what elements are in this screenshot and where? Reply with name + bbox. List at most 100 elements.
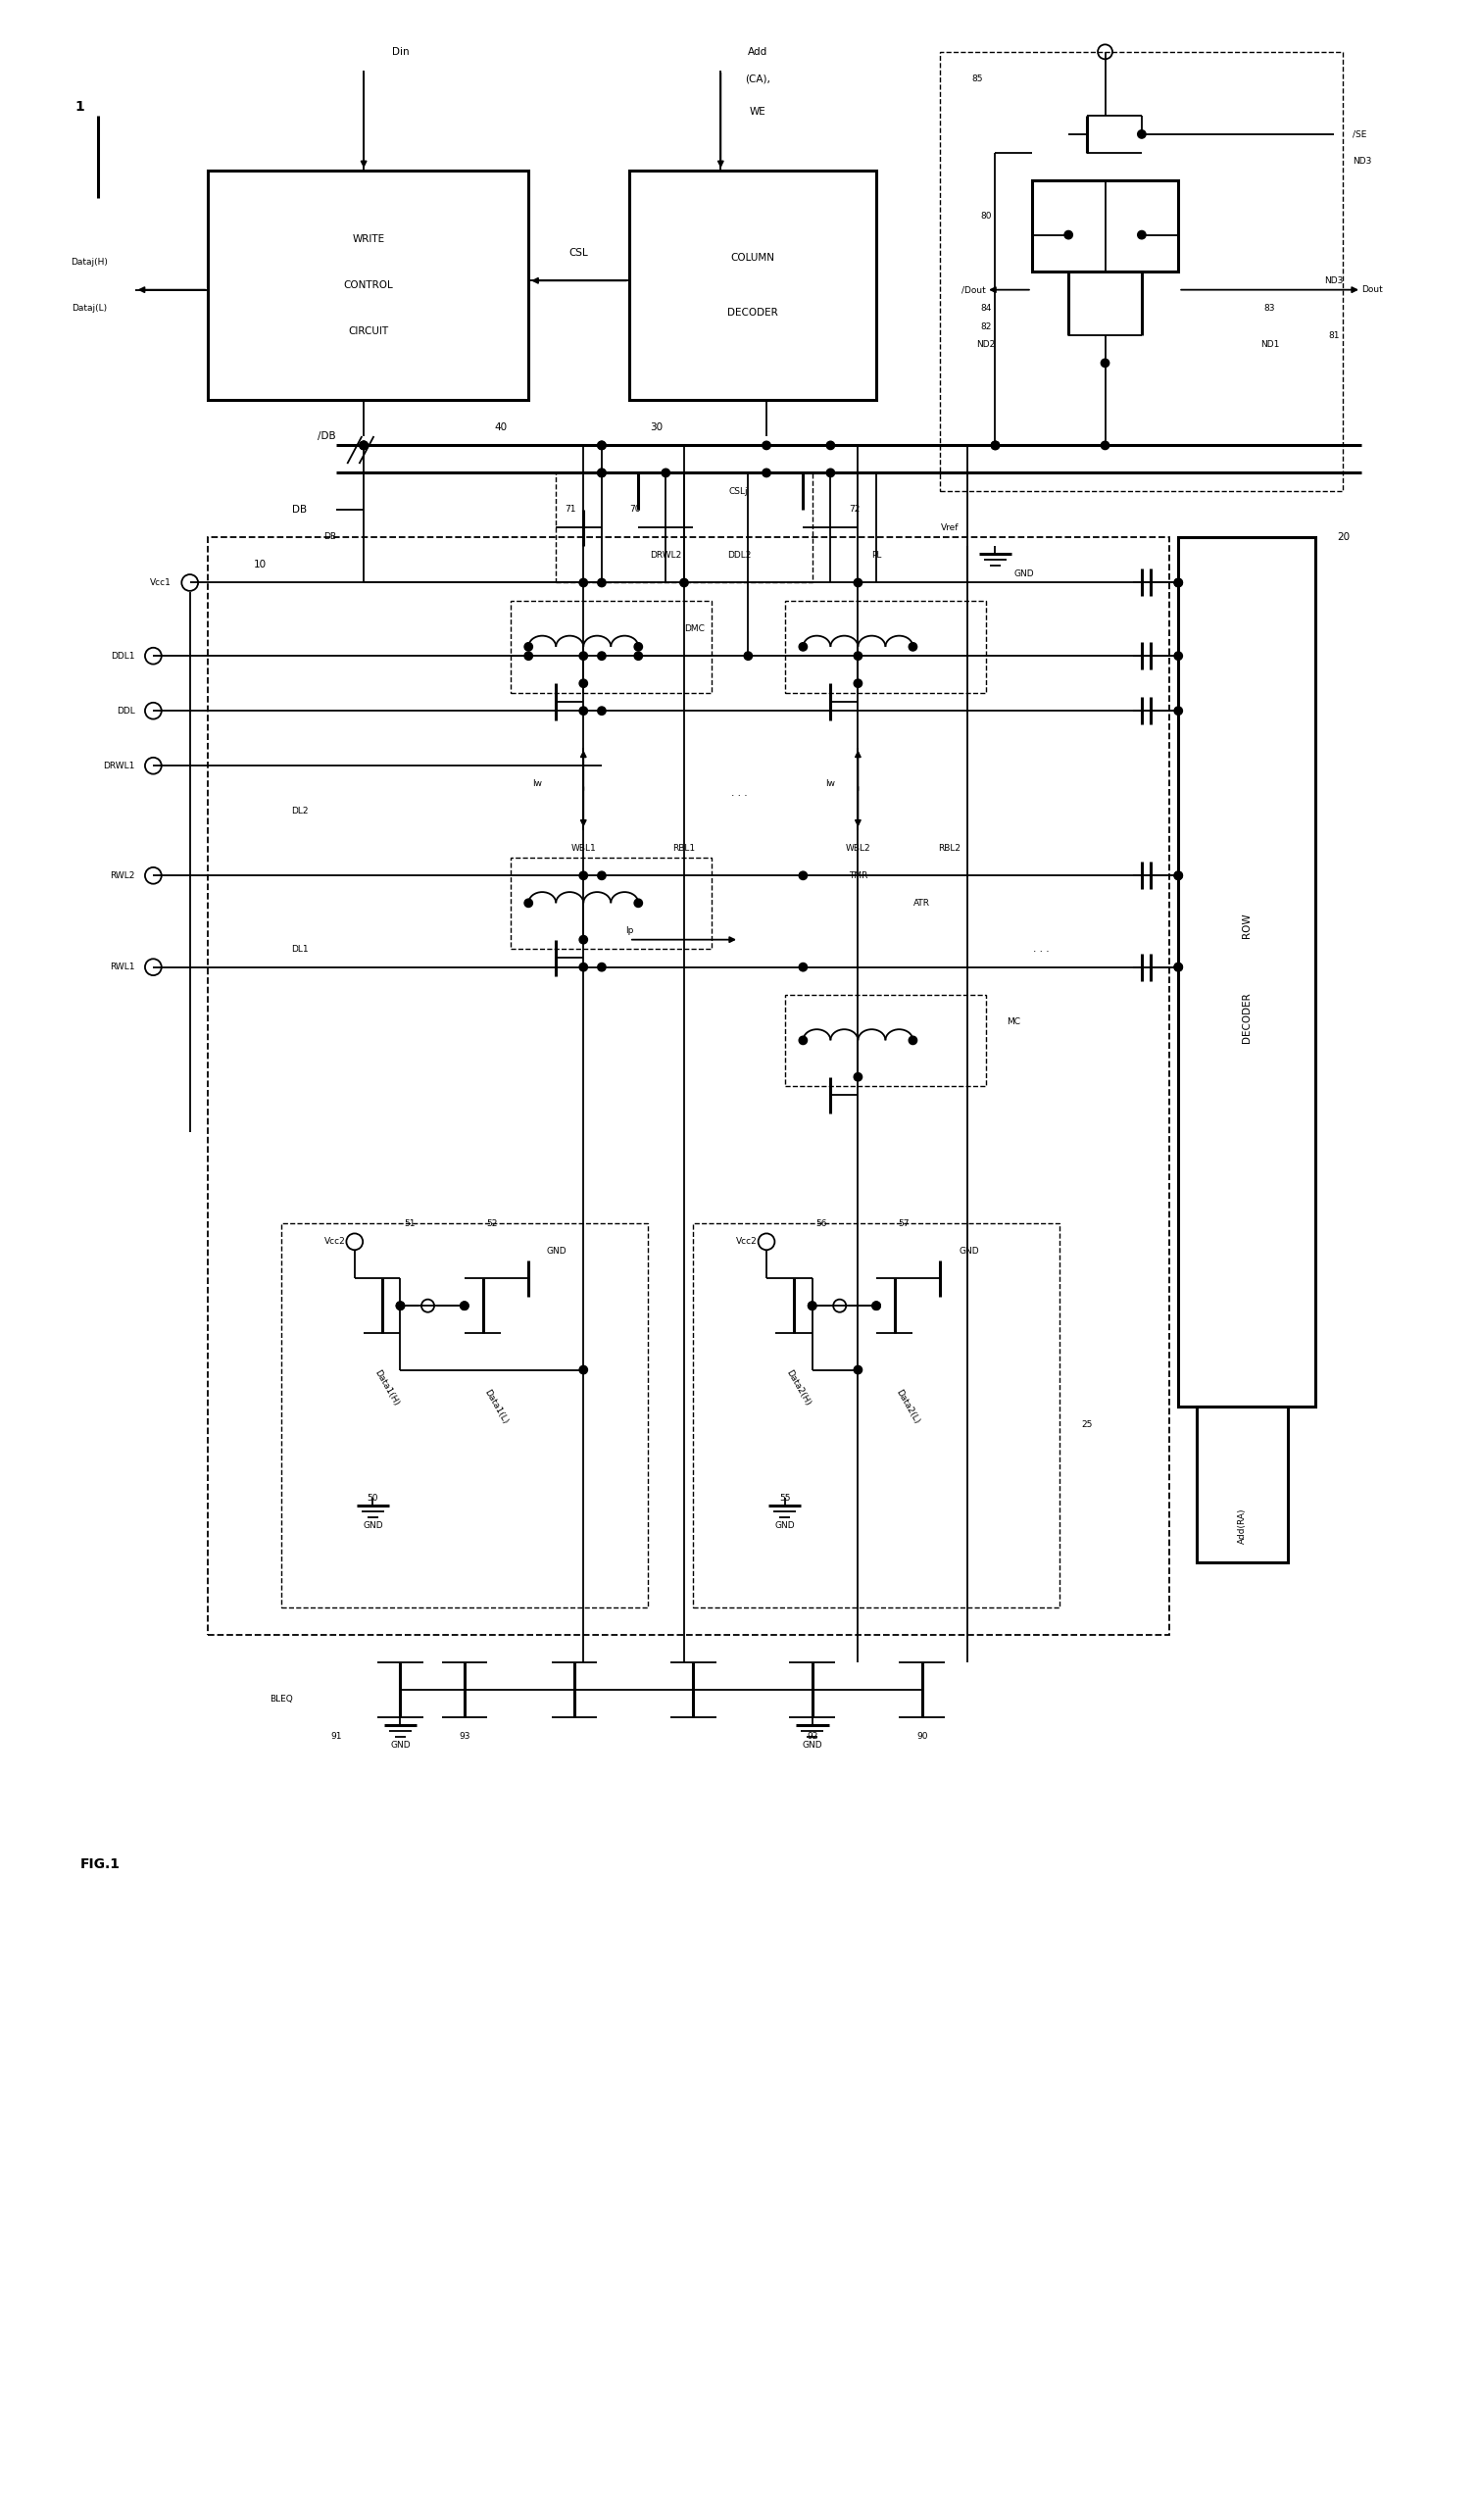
Text: 30: 30: [650, 423, 664, 431]
Text: CONTROL: CONTROL: [343, 280, 393, 290]
Text: Add(RA): Add(RA): [1239, 1507, 1247, 1542]
Text: 91: 91: [331, 1731, 341, 1741]
Text: DRWL1: DRWL1: [103, 761, 134, 771]
Text: GND: GND: [1014, 570, 1033, 577]
Text: (CA),: (CA),: [745, 76, 770, 83]
Circle shape: [909, 1036, 916, 1043]
Text: MC: MC: [1007, 1018, 1020, 1026]
Text: Dataj(H): Dataj(H): [71, 257, 108, 267]
Text: ND2: ND2: [977, 340, 996, 350]
Text: Vcc1: Vcc1: [151, 577, 171, 587]
Text: RBL1: RBL1: [672, 844, 696, 852]
Text: RWL2: RWL2: [109, 872, 134, 879]
Circle shape: [634, 653, 643, 660]
Circle shape: [579, 580, 588, 587]
Text: 51: 51: [403, 1220, 415, 1227]
Circle shape: [854, 680, 862, 688]
Bar: [208, 171, 529, 401]
Circle shape: [800, 963, 807, 970]
Circle shape: [597, 441, 606, 449]
Text: ND3: ND3: [1352, 156, 1372, 166]
Text: ROW: ROW: [1242, 912, 1252, 937]
Circle shape: [1101, 358, 1108, 368]
Circle shape: [763, 441, 770, 449]
Text: DL1: DL1: [291, 945, 309, 953]
Circle shape: [597, 963, 606, 970]
Text: COLUMN: COLUMN: [730, 252, 774, 262]
Text: DDL: DDL: [117, 706, 134, 716]
Text: 84: 84: [980, 305, 992, 312]
Text: 50: 50: [367, 1494, 378, 1502]
Text: 40: 40: [495, 423, 507, 431]
Bar: [693, 1222, 1060, 1608]
Circle shape: [854, 1366, 862, 1373]
Text: Vref: Vref: [940, 524, 959, 532]
Text: CIRCUIT: CIRCUIT: [349, 325, 389, 335]
Text: WBL1: WBL1: [571, 844, 596, 852]
Text: DECODER: DECODER: [1242, 993, 1252, 1043]
Text: 92: 92: [807, 1731, 817, 1741]
Text: Iw: Iw: [532, 779, 542, 789]
Text: /DB: /DB: [318, 431, 337, 441]
Bar: [785, 995, 986, 1086]
Circle shape: [1101, 441, 1108, 449]
Circle shape: [1138, 232, 1145, 239]
Circle shape: [1138, 131, 1145, 139]
Text: CSLj: CSLj: [729, 486, 748, 496]
Circle shape: [680, 580, 689, 587]
Circle shape: [1174, 580, 1182, 587]
Text: 70: 70: [630, 504, 640, 514]
Circle shape: [854, 580, 862, 587]
Text: 83: 83: [1264, 305, 1276, 312]
Text: ND3: ND3: [1324, 277, 1344, 285]
Text: GND: GND: [774, 1522, 795, 1530]
Circle shape: [763, 469, 770, 476]
Text: CSL: CSL: [569, 249, 588, 257]
Circle shape: [359, 441, 368, 449]
Circle shape: [579, 1366, 588, 1373]
Text: . . .: . . .: [1033, 945, 1049, 953]
Circle shape: [800, 643, 807, 650]
Circle shape: [1174, 580, 1182, 587]
Circle shape: [992, 441, 999, 449]
Text: 20: 20: [1336, 532, 1349, 542]
Text: GND: GND: [547, 1247, 568, 1255]
Text: Ip: Ip: [625, 925, 633, 935]
Text: FIG.1: FIG.1: [80, 1857, 120, 1870]
Circle shape: [800, 872, 807, 879]
Text: 81: 81: [1329, 330, 1339, 340]
Text: DB: DB: [293, 504, 307, 514]
Circle shape: [579, 680, 588, 688]
Text: Data2(L): Data2(L): [894, 1389, 921, 1426]
Text: 55: 55: [779, 1494, 791, 1502]
Circle shape: [597, 706, 606, 716]
Circle shape: [597, 872, 606, 879]
Text: DRWL2: DRWL2: [650, 552, 681, 559]
Text: 57: 57: [899, 1220, 909, 1227]
Text: DL2: DL2: [291, 806, 309, 816]
Circle shape: [854, 653, 862, 660]
Text: Add: Add: [748, 48, 767, 58]
Bar: [510, 600, 711, 693]
Circle shape: [634, 643, 643, 650]
Text: DDL2: DDL2: [727, 552, 751, 559]
Circle shape: [1174, 963, 1182, 970]
Circle shape: [579, 653, 588, 660]
Text: GND: GND: [362, 1522, 383, 1530]
Text: 85: 85: [971, 76, 983, 83]
Circle shape: [525, 643, 532, 650]
Circle shape: [460, 1303, 469, 1310]
Text: ND1: ND1: [1261, 340, 1280, 350]
Text: 1: 1: [75, 101, 84, 113]
Circle shape: [597, 441, 606, 449]
Circle shape: [597, 469, 606, 476]
Circle shape: [460, 1303, 469, 1310]
Circle shape: [579, 935, 588, 945]
Bar: [1197, 1406, 1289, 1562]
Circle shape: [579, 872, 588, 879]
Circle shape: [872, 1303, 881, 1310]
Text: Dataj(L): Dataj(L): [72, 305, 108, 312]
Circle shape: [826, 469, 835, 476]
Text: DECODER: DECODER: [727, 307, 777, 318]
Bar: [1178, 537, 1315, 1406]
